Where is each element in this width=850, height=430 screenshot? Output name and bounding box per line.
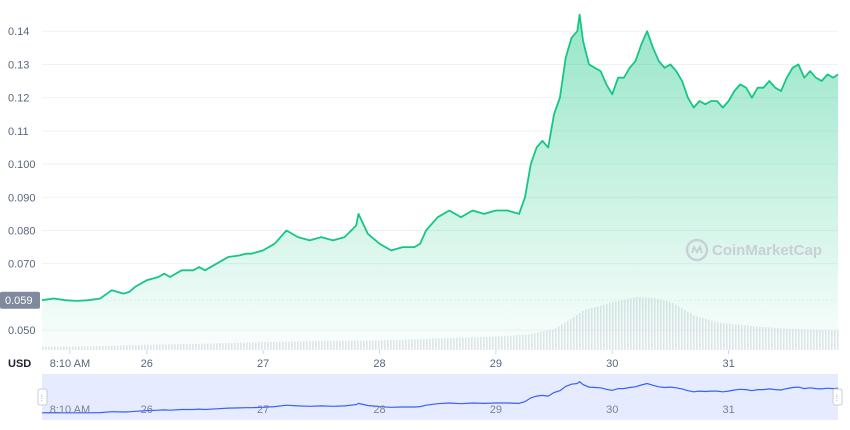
navigator-right-handle-glyph: ⁞ <box>836 393 839 403</box>
unit-label: USD <box>8 358 31 370</box>
coinmarketcap-logo-icon <box>685 238 709 262</box>
navigator-x-ticks: 8:10 AM 26 27 28 29 30 31 <box>50 404 735 416</box>
y-tick-label: 0.11 <box>8 126 29 138</box>
navigator-background[interactable] <box>42 374 838 420</box>
navigator-x-tick-label: 28 <box>373 404 385 416</box>
y-tick-label: 0.14 <box>8 26 29 38</box>
navigator-x-tick-label: 26 <box>141 404 153 416</box>
navigator-series-line <box>41 380 839 414</box>
x-axis-ticks: 8:10 AM 26 27 28 29 30 31 <box>50 350 735 370</box>
x-tick-label: 28 <box>373 358 385 370</box>
y-tick-label: 0.13 <box>8 59 29 71</box>
navigator-x-tick-label: 8:10 AM <box>50 404 90 416</box>
current-price-badge-text: 0.059 <box>5 295 33 307</box>
x-tick-label: 31 <box>722 358 734 370</box>
price-line <box>41 13 839 302</box>
navigator-x-tick-label: 30 <box>606 404 618 416</box>
y-tick-label: 0.12 <box>8 93 29 105</box>
watermark-text: CoinMarketCap <box>712 242 822 259</box>
x-tick-label: 29 <box>490 358 502 370</box>
navigator-x-tick-label: 31 <box>722 404 734 416</box>
navigator-x-tick-label: 29 <box>490 404 502 416</box>
current-price-badge: 0.059 <box>0 291 40 309</box>
x-tick-label: 27 <box>257 358 269 370</box>
navigator-x-tick-label: 27 <box>257 404 269 416</box>
price-area <box>41 13 839 350</box>
time-navigator[interactable]: 8:10 AM 26 27 28 29 30 31 ⁞ ⁞ <box>37 374 843 420</box>
x-tick-label: 30 <box>606 358 618 370</box>
y-tick-label: 0.050 <box>8 325 36 337</box>
y-tick-label: 0.090 <box>8 192 36 204</box>
x-tick-label: 8:10 AM <box>50 358 90 370</box>
x-tick-label: 26 <box>141 358 153 370</box>
y-axis-ticks: 0.050 0.070 0.080 0.090 0.100 0.11 0.12 0.13 0.1… <box>8 26 36 337</box>
navigator-left-handle[interactable]: ⁞ <box>37 388 48 406</box>
y-tick-label: 0.080 <box>8 225 36 237</box>
navigator-left-handle-glyph: ⁞ <box>41 393 44 403</box>
y-tick-label: 0.070 <box>8 259 36 271</box>
watermark: CoinMarketCap <box>685 238 822 262</box>
y-tick-label: 0.100 <box>8 159 36 171</box>
navigator-right-handle[interactable]: ⁞ <box>832 388 843 406</box>
price-area-fill <box>42 14 838 350</box>
